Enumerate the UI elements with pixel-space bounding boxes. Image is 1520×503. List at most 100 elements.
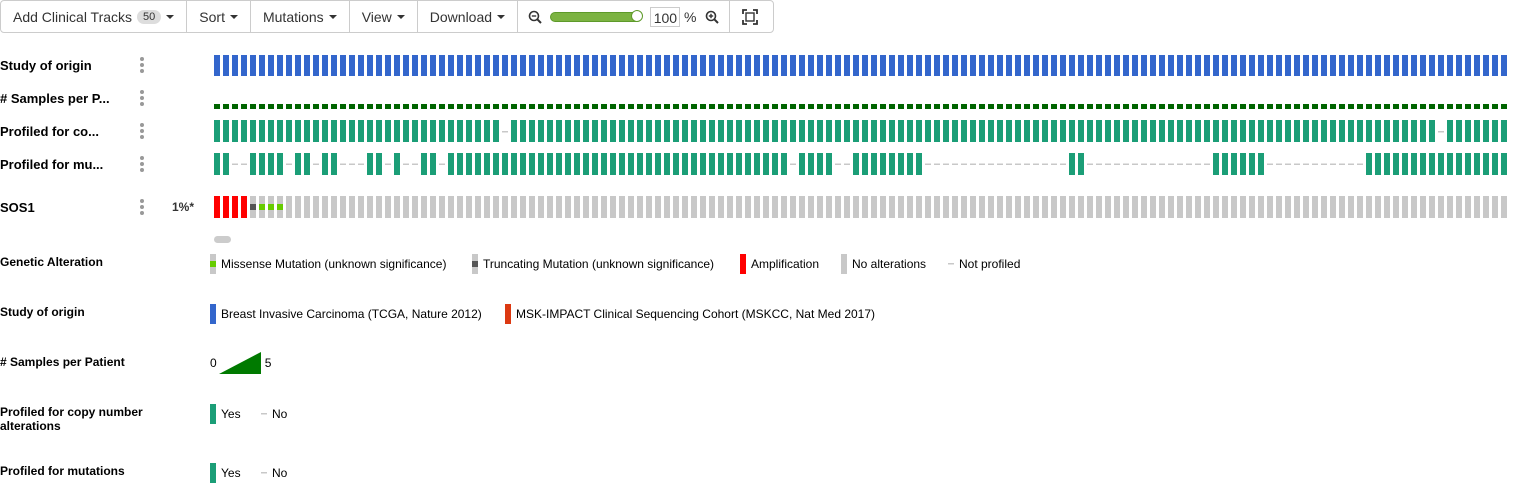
study-cell[interactable] (1321, 55, 1327, 76)
gene-cell[interactable] (421, 196, 427, 218)
profiled-mut-cell[interactable] (277, 153, 283, 175)
gene-cell[interactable] (340, 196, 346, 218)
samples-cell[interactable] (439, 104, 445, 109)
study-cell[interactable] (1078, 55, 1084, 76)
samples-cell[interactable] (1411, 104, 1417, 109)
profiled-mut-cell[interactable] (799, 153, 805, 175)
samples-cell[interactable] (223, 104, 229, 109)
gene-cell[interactable] (601, 196, 607, 218)
gene-cell[interactable] (988, 196, 994, 218)
profiled-cna-cell[interactable] (1222, 120, 1228, 142)
samples-cell[interactable] (358, 104, 364, 109)
profiled-mut-cell[interactable] (736, 153, 742, 175)
profiled-mut-cell[interactable] (1438, 153, 1444, 175)
not-profiled-cell[interactable] (1150, 163, 1156, 166)
samples-cell[interactable] (403, 104, 409, 109)
gene-cell[interactable] (709, 196, 715, 218)
gene-cell[interactable] (907, 196, 913, 218)
study-cell[interactable] (709, 55, 715, 76)
study-cell[interactable] (988, 55, 994, 76)
samples-cell[interactable] (1168, 104, 1174, 109)
profiled-cna-cell[interactable] (583, 120, 589, 142)
samples-cell[interactable] (1033, 104, 1039, 109)
study-cell[interactable] (358, 55, 364, 76)
not-profiled-cell[interactable] (349, 163, 355, 166)
gene-cell[interactable] (331, 196, 337, 218)
profiled-mut-cell[interactable] (1501, 153, 1507, 175)
profiled-mut-cell[interactable] (520, 153, 526, 175)
study-cell[interactable] (475, 55, 481, 76)
gene-cell[interactable] (1042, 196, 1048, 218)
samples-cell[interactable] (493, 104, 499, 109)
study-cell[interactable] (1222, 55, 1228, 76)
gene-cell[interactable] (1312, 196, 1318, 218)
gene-cell[interactable] (1447, 196, 1453, 218)
samples-cell[interactable] (511, 104, 517, 109)
study-cell[interactable] (772, 55, 778, 76)
profiled-mut-cell[interactable] (709, 153, 715, 175)
study-cell[interactable] (259, 55, 265, 76)
gene-cell[interactable] (1177, 196, 1183, 218)
gene-cell[interactable] (403, 196, 409, 218)
study-cell[interactable] (736, 55, 742, 76)
profiled-cna-cell[interactable] (457, 120, 463, 142)
profiled-cna-cell[interactable] (340, 120, 346, 142)
study-cell[interactable] (1096, 55, 1102, 76)
study-cell[interactable] (241, 55, 247, 76)
study-cell[interactable] (898, 55, 904, 76)
gene-cell[interactable] (718, 196, 724, 218)
not-profiled-cell[interactable] (340, 163, 346, 166)
samples-cell[interactable] (457, 104, 463, 109)
samples-cell[interactable] (385, 104, 391, 109)
study-cell[interactable] (835, 55, 841, 76)
profiled-cna-cell[interactable] (1240, 120, 1246, 142)
profiled-cna-cell[interactable] (385, 120, 391, 142)
study-cell[interactable] (934, 55, 940, 76)
not-profiled-cell[interactable] (790, 163, 796, 166)
not-profiled-cell[interactable] (979, 163, 985, 166)
not-profiled-cell[interactable] (997, 163, 1003, 166)
profiled-cna-cell[interactable] (1348, 120, 1354, 142)
samples-cell[interactable] (547, 104, 553, 109)
gene-cell[interactable] (493, 196, 499, 218)
samples-cell[interactable] (1132, 104, 1138, 109)
zoom-out-icon[interactable] (528, 10, 542, 24)
samples-cell[interactable] (1276, 104, 1282, 109)
profiled-cna-cell[interactable] (916, 120, 922, 142)
samples-cell[interactable] (313, 104, 319, 109)
profiled-mut-cell[interactable] (754, 153, 760, 175)
gene-cell[interactable] (619, 196, 625, 218)
profiled-mut-cell[interactable] (1420, 153, 1426, 175)
study-cell[interactable] (484, 55, 490, 76)
profiled-cna-cell[interactable] (1231, 120, 1237, 142)
gene-cell[interactable] (295, 196, 301, 218)
samples-cell[interactable] (250, 104, 256, 109)
samples-cell[interactable] (1195, 104, 1201, 109)
not-profiled-cell[interactable] (1276, 163, 1282, 166)
gene-cell[interactable] (781, 196, 787, 218)
profiled-cna-cell[interactable] (745, 120, 751, 142)
study-cell[interactable] (349, 55, 355, 76)
study-cell[interactable] (853, 55, 859, 76)
profiled-cna-cell[interactable] (1411, 120, 1417, 142)
profiled-cna-cell[interactable] (295, 120, 301, 142)
study-cell[interactable] (520, 55, 526, 76)
samples-cell[interactable] (1078, 104, 1084, 109)
profiled-cna-cell[interactable] (313, 120, 319, 142)
profiled-mut-cell[interactable] (691, 153, 697, 175)
gene-cell[interactable] (682, 196, 688, 218)
samples-cell[interactable] (1213, 104, 1219, 109)
gene-cell[interactable] (1105, 196, 1111, 218)
gene-cell[interactable] (1465, 196, 1471, 218)
study-cell[interactable] (763, 55, 769, 76)
profiled-cna-cell[interactable] (646, 120, 652, 142)
gene-cell[interactable] (1420, 196, 1426, 218)
study-cell[interactable] (1384, 55, 1390, 76)
profiled-mut-cell[interactable] (250, 153, 256, 175)
study-cell[interactable] (1069, 55, 1075, 76)
study-cell[interactable] (385, 55, 391, 76)
gene-cell[interactable] (799, 196, 805, 218)
samples-cell[interactable] (421, 104, 427, 109)
not-profiled-cell[interactable] (286, 163, 292, 166)
profiled-mut-cell[interactable] (907, 153, 913, 175)
